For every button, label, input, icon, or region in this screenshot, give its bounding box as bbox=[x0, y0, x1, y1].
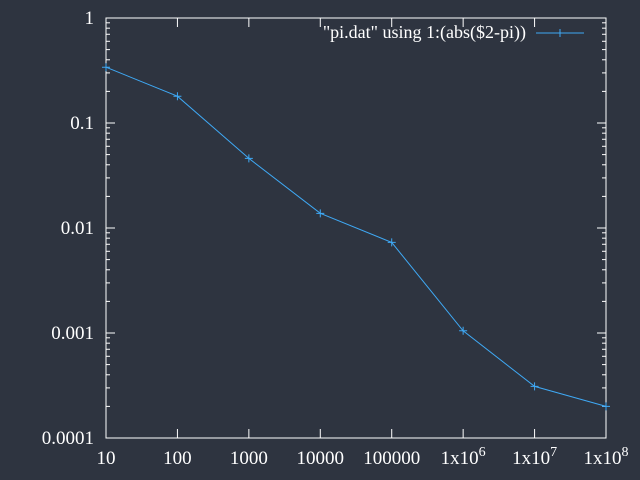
y-tick-label: 0.01 bbox=[61, 218, 94, 239]
x-tick-label-exponent: 7 bbox=[550, 445, 557, 460]
data-point bbox=[459, 326, 468, 335]
x-tick-label-base: 10000 bbox=[297, 448, 345, 469]
axis-tick-labels: 10 100 1000 10000 100000 1x106 1x107 1x10810.10… bbox=[42, 8, 629, 469]
data-point bbox=[602, 402, 610, 411]
legend-marker bbox=[556, 29, 564, 37]
y-tick-label: 0.001 bbox=[51, 323, 94, 344]
data-point bbox=[102, 63, 110, 72]
x-tick-label: 100000 bbox=[363, 448, 420, 469]
x-tick-label: 100 bbox=[163, 448, 192, 469]
x-tick-label-base: 1x10 bbox=[584, 448, 622, 469]
data-point bbox=[316, 209, 325, 218]
x-tick-label: 10000 bbox=[297, 448, 345, 469]
x-tick-label-base: 10 bbox=[97, 448, 116, 469]
x-tick-label-exponent: 8 bbox=[622, 445, 629, 460]
x-tick-label-base: 1x10 bbox=[441, 448, 479, 469]
legend: "pi.dat" using 1:(abs($2-pi)) bbox=[323, 22, 584, 43]
x-tick-label-base: 1x10 bbox=[512, 448, 550, 469]
y-tick-label: 1 bbox=[85, 8, 95, 29]
x-tick-label: 1000 bbox=[230, 448, 268, 469]
x-tick-label: 1x106 bbox=[441, 445, 486, 469]
data-point bbox=[244, 154, 253, 163]
x-tick-label-base: 100000 bbox=[363, 448, 420, 469]
data-point bbox=[530, 382, 539, 391]
series-line bbox=[105, 66, 607, 407]
y-tick-label: 0.0001 bbox=[42, 428, 94, 449]
y-tick-label: 0.1 bbox=[70, 113, 94, 134]
x-tick-label: 10 bbox=[97, 448, 116, 469]
axis-ticks bbox=[105, 17, 607, 439]
data-point bbox=[387, 238, 396, 247]
x-tick-label-exponent: 6 bbox=[479, 445, 486, 460]
legend-label: "pi.dat" using 1:(abs($2-pi)) bbox=[323, 22, 526, 43]
data-point bbox=[173, 92, 182, 101]
x-tick-label-base: 100 bbox=[163, 448, 192, 469]
x-tick-label: 1x107 bbox=[512, 445, 557, 469]
x-tick-label-base: 1000 bbox=[230, 448, 268, 469]
series-layer bbox=[102, 63, 610, 411]
x-tick-label: 1x108 bbox=[584, 445, 629, 469]
